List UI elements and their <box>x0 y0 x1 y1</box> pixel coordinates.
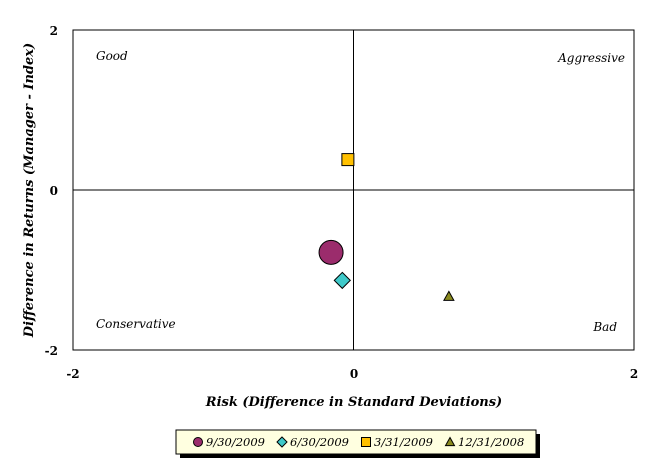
data-point-square-2 <box>341 153 355 167</box>
quadrant-label-aggressive: Aggressive <box>557 51 625 65</box>
x-axis-title: Risk (Difference in Standard Deviations) <box>205 395 502 410</box>
legend-label-3: 12/31/2008 <box>458 435 524 449</box>
x-tick-label-right: 2 <box>630 367 638 381</box>
data-point-circle-0 <box>318 239 344 265</box>
y-tick-label-top: 2 <box>50 24 58 38</box>
quadrant-label-bad: Bad <box>592 320 617 334</box>
x-tick-label-middle: 0 <box>350 367 358 381</box>
data-point-triangle-3 <box>443 290 455 301</box>
legend-label-0: 9/30/2009 <box>206 435 265 449</box>
y-tick-label-middle: 0 <box>50 184 58 198</box>
x-tick-label-left: -2 <box>66 367 79 381</box>
legend-marker-diamond <box>276 436 288 448</box>
legend-marker-square <box>361 437 371 447</box>
legend-label-1: 6/30/2009 <box>290 435 349 449</box>
y-axis-title: Difference in Returns (Manager - Index) <box>22 43 37 338</box>
legend-marker-circle <box>193 437 203 447</box>
legend-items: 9/30/2009 6/30/2009 3/31/2009 12/31/2008 <box>193 435 524 449</box>
legend-marker-triangle <box>444 436 456 447</box>
legend-box <box>175 429 537 455</box>
y-tick-label-bottom: -2 <box>45 344 58 358</box>
quadrant-label-good: Good <box>96 49 128 63</box>
data-point-diamond-1 <box>333 271 351 290</box>
legend: 9/30/2009 6/30/2009 3/31/2009 12/31/2008 <box>175 429 540 458</box>
legend-label-2: 3/31/2009 <box>374 435 433 449</box>
data-points <box>318 153 455 301</box>
quadrant-label-conservative: Conservative <box>96 317 176 331</box>
